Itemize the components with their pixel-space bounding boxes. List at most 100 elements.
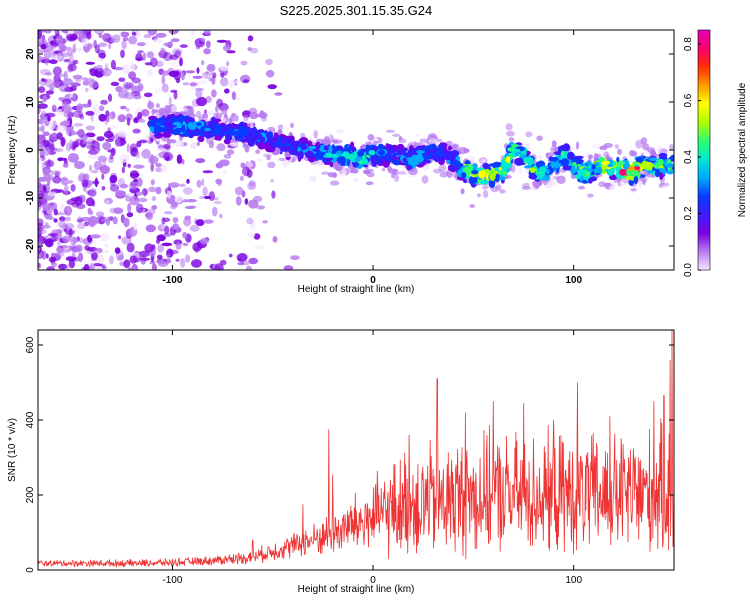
spectrogram-cell — [105, 110, 110, 117]
spectrogram-cell — [220, 77, 229, 87]
spectrogram-cell — [161, 83, 169, 93]
spectrogram-heatmap — [38, 30, 674, 270]
spectrogram-cell — [65, 127, 75, 137]
spectrogram-cell — [372, 140, 378, 146]
spectrogram-cell — [122, 81, 131, 92]
spectrogram-cell — [536, 173, 545, 178]
spectrogram-cell — [393, 159, 400, 166]
spectrogram-cell — [478, 170, 486, 179]
spectrogram-cell — [49, 40, 54, 45]
spectrogram-cell — [63, 58, 71, 63]
spectrogram-cell — [334, 162, 343, 172]
spectrogram-cell — [385, 143, 390, 150]
spectrogram-cell — [109, 111, 116, 120]
spectrogram-cell — [151, 263, 157, 270]
spectrogram-cell — [179, 44, 188, 48]
spectrogram-cell — [477, 193, 481, 198]
spectrogram-cell — [43, 49, 52, 60]
spectrogram-cell — [161, 217, 166, 225]
spectrogram-cell — [63, 183, 69, 193]
snr-frame — [37, 329, 675, 571]
spectrogram-cell — [89, 164, 93, 172]
spectrogram-cell — [538, 154, 543, 161]
spectrogram-cell — [273, 134, 277, 143]
spectrogram-cell — [136, 42, 146, 47]
spectrogram-cell — [234, 186, 244, 196]
spectrogram-cell — [313, 130, 318, 139]
spectrogram-cell — [274, 92, 283, 96]
spectrogram-cell — [70, 85, 77, 92]
spectrogram-xlabel: Height of straight line (km) — [298, 284, 415, 295]
spectrogram-cell — [112, 66, 124, 71]
spectrogram-cell — [191, 259, 202, 268]
spectrogram-cell — [247, 181, 256, 191]
spectrogram-cell — [204, 130, 212, 139]
spectrogram-cell — [277, 124, 284, 130]
spectrogram-cell — [127, 203, 132, 213]
spectrogram-cell — [129, 170, 139, 179]
spectrogram-cell — [202, 186, 208, 197]
spectrogram-cell — [157, 126, 165, 132]
spectrogram-cell — [654, 162, 660, 169]
spectrogram-cell — [55, 73, 66, 77]
spectrogram-cell — [81, 179, 89, 188]
spectrogram-cell — [468, 178, 473, 184]
spectrogram-cell — [143, 34, 152, 39]
spectrogram-cell — [265, 69, 275, 78]
spectrogram-cell — [224, 88, 230, 94]
spectrogram-cell — [562, 164, 570, 171]
spectrogram-cell — [84, 221, 89, 227]
spectrogram-cell — [257, 205, 265, 210]
spectrogram-cell — [44, 112, 56, 118]
spectrogram-cell — [161, 242, 173, 247]
spectrogram-cell — [156, 238, 160, 244]
spectrogram-cell — [204, 127, 211, 132]
spectrogram-cell — [72, 59, 79, 65]
spectrogram-cell — [101, 186, 106, 191]
spectrogram-cell — [560, 158, 570, 167]
spectrogram-cell — [73, 161, 85, 169]
spectrogram-cell — [199, 195, 204, 200]
spectrogram-cell — [100, 232, 110, 242]
spectrogram-cell — [524, 165, 532, 169]
spectrogram-cell — [102, 33, 112, 42]
spectrogram-cell — [41, 224, 51, 229]
spectrogram-cell — [92, 180, 100, 185]
spectrogram-cell — [160, 47, 166, 54]
spectrogram-cell — [135, 191, 143, 196]
spectrogram-cell — [206, 137, 214, 144]
spectrogram-cell — [635, 139, 643, 149]
spectrogram-cell — [137, 50, 144, 54]
spectrogram-cell — [172, 217, 179, 223]
spectrogram-cell — [631, 150, 638, 157]
spectrogram-cell — [163, 232, 172, 237]
spectrogram-cell — [66, 199, 78, 206]
spectrogram-cell — [268, 145, 273, 153]
spectrogram-cell — [378, 146, 388, 151]
spectrogram-cell — [98, 52, 107, 59]
spectrogram-cell — [267, 137, 274, 145]
spectrogram-cell — [211, 75, 216, 85]
spectrogram-cell — [41, 78, 45, 82]
spectrogram-cell — [167, 190, 172, 199]
spectrogram-cell — [38, 249, 44, 260]
spectrogram-cell — [346, 157, 351, 167]
spectrogram-cell — [231, 91, 236, 100]
spectrogram-cell — [143, 92, 153, 98]
spectrogram-cell — [65, 264, 70, 270]
spectrogram-cell — [253, 233, 261, 240]
spectrogram-cell — [56, 132, 63, 140]
spectrogram-cell — [461, 172, 467, 179]
spectrogram-cell — [145, 224, 156, 233]
spectrogram-cell — [38, 106, 41, 115]
spectrogram-cell — [136, 197, 148, 203]
spectrogram-cell — [239, 175, 244, 181]
spectrogram-cell — [550, 156, 559, 162]
spectrogram-cell — [222, 170, 228, 176]
spectrogram-cell — [235, 196, 242, 206]
spectrogram-cell — [51, 104, 57, 113]
spectrogram-cell — [104, 243, 109, 249]
spectrogram-cell — [127, 192, 134, 197]
spectrogram-cell — [195, 219, 205, 227]
x-tick-label: -100 — [162, 575, 182, 586]
